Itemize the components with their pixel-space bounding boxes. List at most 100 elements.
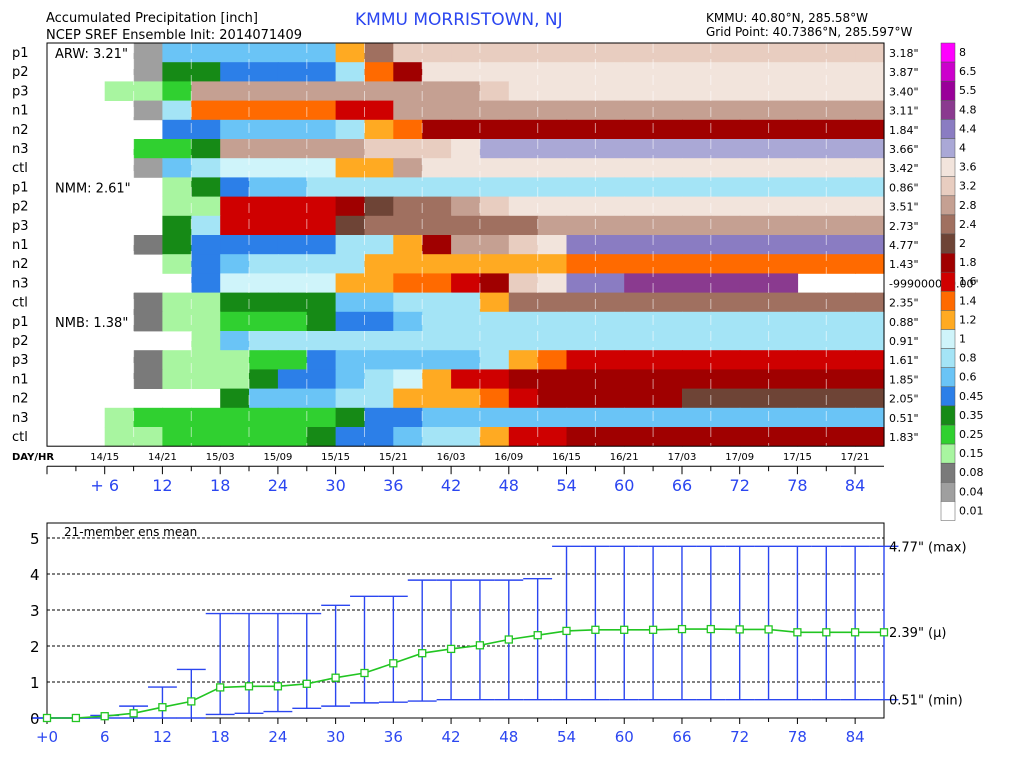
- heatmap-cell: [537, 292, 568, 313]
- x-tick-label: 48: [499, 728, 518, 746]
- heatmap-cell: [768, 331, 799, 351]
- x-tick-label: 12: [153, 728, 172, 746]
- heatmap-cell: [739, 177, 770, 197]
- heatmap-cell: [133, 407, 164, 428]
- heatmap-cell: [595, 215, 625, 236]
- heatmap-cell: [364, 273, 394, 293]
- heatmap-cell: [653, 62, 683, 82]
- heatmap-cell: [335, 331, 366, 351]
- heatmap-cell: [191, 331, 221, 351]
- heatmap-cell: [826, 196, 856, 217]
- day-hr-axis-label: DAY/HR: [12, 452, 54, 463]
- heatmap-cell: [710, 215, 741, 236]
- heatmap-cell: [595, 196, 625, 217]
- heatmap-cell: [624, 254, 654, 274]
- heatmap-cell: [249, 388, 279, 409]
- heatmap-cell: [306, 62, 337, 82]
- heatmap-cell: [364, 139, 394, 159]
- heatmap-cell: [739, 350, 770, 370]
- member-total: 3.87": [889, 66, 919, 79]
- heatmap-cell: [855, 311, 885, 332]
- heatmap-cell: [133, 235, 164, 255]
- heatmap-cell: [451, 196, 481, 217]
- heatmap-cell: [826, 158, 856, 178]
- day-hr-tick: 15/03: [206, 452, 235, 463]
- heatmap-cell: [162, 62, 192, 82]
- mean-point: [71, 713, 81, 723]
- heatmap-cell: [479, 81, 510, 101]
- heatmap-cell: [566, 254, 596, 274]
- heatmap-cell: [682, 331, 712, 351]
- heatmap-cell: [133, 81, 164, 101]
- heatmap-cell: [364, 43, 394, 63]
- heatmap-cell: [393, 100, 423, 121]
- heatmap-cell: [653, 388, 683, 409]
- heatmap-cell: [451, 407, 481, 428]
- heatmap-cell: [479, 292, 510, 313]
- heatmap-cell: [422, 62, 452, 82]
- heatmap-cell: [422, 81, 452, 101]
- heatmap-cell: [133, 427, 164, 447]
- member-total: 0.86": [889, 181, 919, 194]
- member-total: 3.40": [889, 85, 919, 98]
- heatmap-cell: [479, 158, 510, 178]
- ensemble-init-label: NCEP SREF Ensemble Init: 2014071409: [46, 28, 302, 43]
- legend-swatch: [940, 61, 956, 82]
- heatmap-cell: [710, 311, 741, 332]
- legend-level: 3.2: [959, 180, 977, 193]
- heatmap-cell: [479, 311, 510, 332]
- heatmap-cell: [653, 177, 683, 197]
- max-annotation: 4.77" (max): [889, 540, 967, 555]
- heatmap-cell: [364, 62, 394, 82]
- heatmap-cell: [797, 62, 827, 82]
- heatmap-cell: [566, 331, 596, 351]
- heatmap-cell: [451, 177, 481, 197]
- heatmap-cell: [595, 331, 625, 351]
- heatmap-cell: [479, 119, 510, 140]
- heatmap-cell: [393, 388, 423, 409]
- legend-level: 0.8: [959, 352, 977, 365]
- heatmap-cell: [537, 311, 568, 332]
- fhr-tick-label: 30: [325, 476, 345, 495]
- heatmap-cell: [306, 407, 337, 428]
- heatmap-cell: [624, 43, 654, 63]
- fhr-tick-label: 60: [614, 476, 634, 495]
- member-label: p1: [12, 180, 29, 195]
- heatmap-cell: [191, 350, 221, 370]
- heatmap-cell: [797, 388, 827, 409]
- heatmap-cell: [364, 254, 394, 274]
- heatmap-cell: [451, 235, 481, 255]
- legend-swatch: [940, 405, 956, 426]
- legend-swatch: [940, 195, 956, 216]
- heatmap-cell: [653, 292, 683, 313]
- heatmap-cell: [277, 62, 308, 82]
- heatmap-cell: [508, 292, 539, 313]
- heatmap-cell: [479, 369, 510, 389]
- heatmap-cell: [479, 139, 510, 159]
- heatmap-cell: [566, 407, 596, 428]
- legend-swatch: [940, 348, 956, 368]
- heatmap-cell: [335, 388, 366, 409]
- mean-point: [129, 709, 138, 718]
- heatmap-cell: [277, 235, 308, 255]
- heatmap-cell: [422, 215, 452, 236]
- legend-level: 1.2: [959, 313, 977, 326]
- heatmap-cell: [797, 407, 827, 428]
- heatmap-cell: [739, 369, 770, 389]
- grid-point-coords: Grid Point: 40.7386°N, 285.597°W: [706, 25, 913, 39]
- heatmap-cell: [566, 427, 596, 447]
- heatmap-cell: [364, 235, 394, 255]
- heatmap-cell: [306, 350, 337, 370]
- heatmap-cell: [768, 62, 799, 82]
- heatmap-cell: [682, 62, 712, 82]
- heatmap-cell: [710, 119, 741, 140]
- mean-point: [620, 625, 629, 634]
- heatmap-cell: [191, 119, 221, 140]
- heatmap-cell: [191, 254, 221, 274]
- mean-point: [504, 635, 513, 644]
- heatmap-cell: [220, 81, 250, 101]
- heatmap-cell: [653, 139, 683, 159]
- heatmap-cell: [537, 427, 568, 447]
- heatmap-cell: [249, 215, 279, 236]
- legend-swatch: [940, 157, 956, 177]
